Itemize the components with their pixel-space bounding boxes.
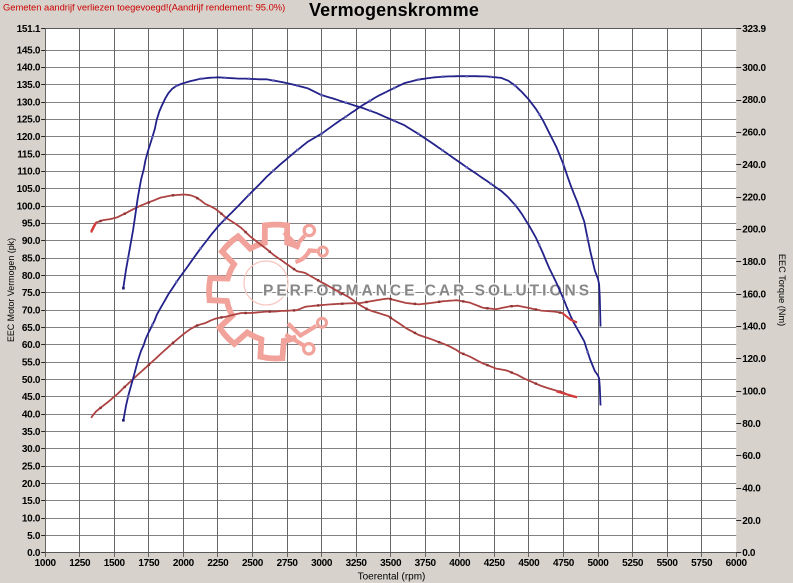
svg-text:30.0: 30.0 — [22, 444, 41, 455]
svg-text:Toerental (rpm): Toerental (rpm) — [358, 572, 426, 583]
svg-text:PERFORMANCE CAR SOLUTIONS: PERFORMANCE CAR SOLUTIONS — [263, 283, 592, 300]
svg-text:25.0: 25.0 — [22, 462, 41, 473]
svg-text:80.0: 80.0 — [742, 419, 761, 430]
svg-text:3250: 3250 — [346, 558, 368, 569]
svg-text:300.0: 300.0 — [742, 63, 766, 74]
svg-text:Gemeten aandrijf verliezen toe: Gemeten aandrijf verliezen toegevoegd!(A… — [3, 2, 285, 13]
svg-text:0.0: 0.0 — [27, 548, 41, 559]
svg-text:60.0: 60.0 — [742, 451, 761, 462]
svg-text:0.0: 0.0 — [742, 548, 756, 559]
svg-text:3500: 3500 — [380, 558, 402, 569]
svg-text:220.0: 220.0 — [742, 192, 766, 203]
svg-text:90.0: 90.0 — [22, 236, 41, 247]
svg-text:323.9: 323.9 — [742, 24, 766, 35]
svg-text:140.0: 140.0 — [742, 322, 766, 333]
svg-text:5750: 5750 — [691, 558, 713, 569]
svg-text:100.0: 100.0 — [742, 386, 766, 397]
svg-text:50.0: 50.0 — [22, 375, 41, 386]
svg-text:3750: 3750 — [415, 558, 437, 569]
svg-text:4250: 4250 — [484, 558, 506, 569]
svg-text:2000: 2000 — [173, 558, 195, 569]
svg-text:151.1: 151.1 — [17, 24, 41, 35]
svg-text:110.0: 110.0 — [17, 167, 41, 178]
svg-text:EEC Motor Vermogen (pk): EEC Motor Vermogen (pk) — [6, 238, 16, 342]
svg-text:260.0: 260.0 — [742, 128, 766, 139]
svg-text:2250: 2250 — [207, 558, 229, 569]
svg-text:85.0: 85.0 — [22, 253, 41, 264]
svg-text:70.0: 70.0 — [22, 305, 41, 316]
svg-text:5250: 5250 — [622, 558, 644, 569]
svg-text:180.0: 180.0 — [742, 257, 766, 268]
svg-text:EEC Torque (Nm): EEC Torque (Nm) — [777, 254, 787, 326]
svg-text:75.0: 75.0 — [22, 288, 41, 299]
svg-text:100.0: 100.0 — [17, 201, 41, 212]
svg-text:15.0: 15.0 — [22, 496, 41, 507]
svg-text:65.0: 65.0 — [22, 323, 41, 334]
svg-text:60.0: 60.0 — [22, 340, 41, 351]
svg-text:Vermogenskromme: Vermogenskromme — [309, 0, 479, 20]
svg-text:1250: 1250 — [69, 558, 91, 569]
svg-text:4000: 4000 — [449, 558, 471, 569]
svg-text:200.0: 200.0 — [742, 225, 766, 236]
svg-text:5500: 5500 — [657, 558, 679, 569]
svg-text:2750: 2750 — [277, 558, 299, 569]
svg-text:40.0: 40.0 — [742, 484, 761, 495]
svg-text:4750: 4750 — [553, 558, 575, 569]
svg-text:160.0: 160.0 — [742, 289, 766, 300]
svg-text:4500: 4500 — [518, 558, 540, 569]
svg-text:6000: 6000 — [726, 558, 748, 569]
svg-text:1750: 1750 — [138, 558, 160, 569]
svg-text:115.0: 115.0 — [17, 149, 41, 160]
svg-text:130.0: 130.0 — [17, 97, 41, 108]
svg-text:95.0: 95.0 — [22, 219, 41, 230]
svg-text:135.0: 135.0 — [17, 80, 41, 91]
svg-text:105.0: 105.0 — [17, 184, 41, 195]
svg-text:80.0: 80.0 — [22, 271, 41, 282]
svg-text:120.0: 120.0 — [742, 354, 766, 365]
svg-text:240.0: 240.0 — [742, 160, 766, 171]
svg-text:40.0: 40.0 — [22, 410, 41, 421]
svg-text:55.0: 55.0 — [22, 358, 41, 369]
svg-text:5000: 5000 — [587, 558, 609, 569]
svg-text:10.0: 10.0 — [22, 514, 41, 525]
svg-text:1000: 1000 — [35, 558, 57, 569]
svg-text:125.0: 125.0 — [17, 115, 41, 126]
svg-text:1500: 1500 — [104, 558, 126, 569]
svg-text:280.0: 280.0 — [742, 95, 766, 106]
svg-text:145.0: 145.0 — [17, 45, 41, 56]
svg-text:3000: 3000 — [311, 558, 333, 569]
svg-text:140.0: 140.0 — [17, 63, 41, 74]
svg-text:120.0: 120.0 — [17, 132, 41, 143]
svg-text:5.0: 5.0 — [27, 531, 41, 542]
svg-text:35.0: 35.0 — [22, 427, 41, 438]
svg-text:2500: 2500 — [242, 558, 264, 569]
svg-text:20.0: 20.0 — [22, 479, 41, 490]
svg-text:20.0: 20.0 — [742, 516, 761, 527]
svg-text:45.0: 45.0 — [22, 392, 41, 403]
